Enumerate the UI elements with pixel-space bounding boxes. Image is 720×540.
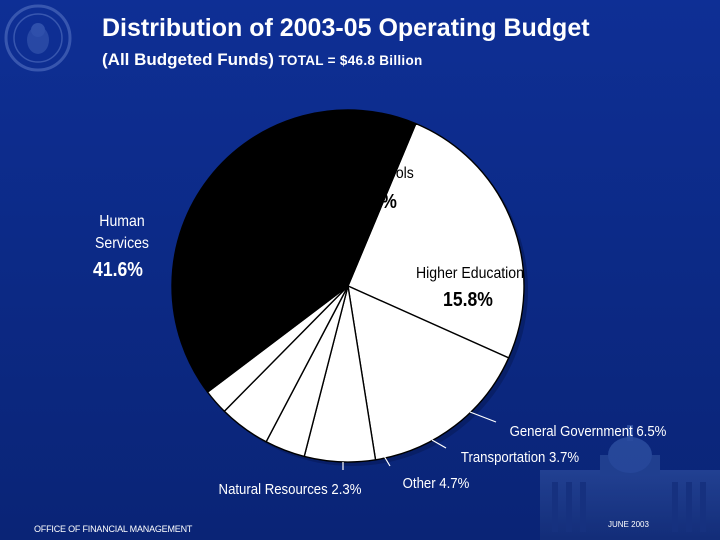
label-k-12-schools: K-12 Schools (330, 164, 414, 182)
leader-line-transportation (431, 439, 447, 449)
pie-slice-higher-education (347, 285, 510, 461)
leader-line-general-government (469, 411, 497, 423)
subtitle-total: TOTAL = $46.8 Billion (278, 53, 423, 68)
label-other: Other 4.7% (403, 474, 470, 491)
label-higher-education: Higher Education (416, 264, 524, 282)
subtitle-funds: (All Budgeted Funds) (102, 50, 274, 69)
state-seal-icon (4, 4, 72, 72)
page-title: Distribution of 2003-05 Operating Budget (102, 14, 590, 42)
pie-slice-human-services (171, 109, 417, 393)
value-k-12-schools: 25.4% (347, 190, 397, 212)
label-human-services-line2: Services (95, 234, 149, 252)
leader-line-other (383, 455, 391, 467)
footer-office: OFFICE OF FINANCIAL MANAGEMENT (34, 524, 193, 534)
page-subtitle: (All Budgeted Funds) TOTAL = $46.8 Billi… (102, 50, 423, 70)
label-natural-resources: Natural Resources 2.3% (219, 480, 362, 497)
label-transportation: Transportation 3.7% (461, 448, 580, 465)
value-human-services: 41.6% (93, 258, 143, 280)
label-human-services-line1: Human (99, 212, 144, 230)
label-general-government: General Government 6.5% (510, 422, 667, 439)
capitol-building-image (540, 425, 720, 540)
value-higher-education: 15.8% (443, 288, 493, 310)
footer-date: JUNE 2003 (608, 520, 649, 529)
